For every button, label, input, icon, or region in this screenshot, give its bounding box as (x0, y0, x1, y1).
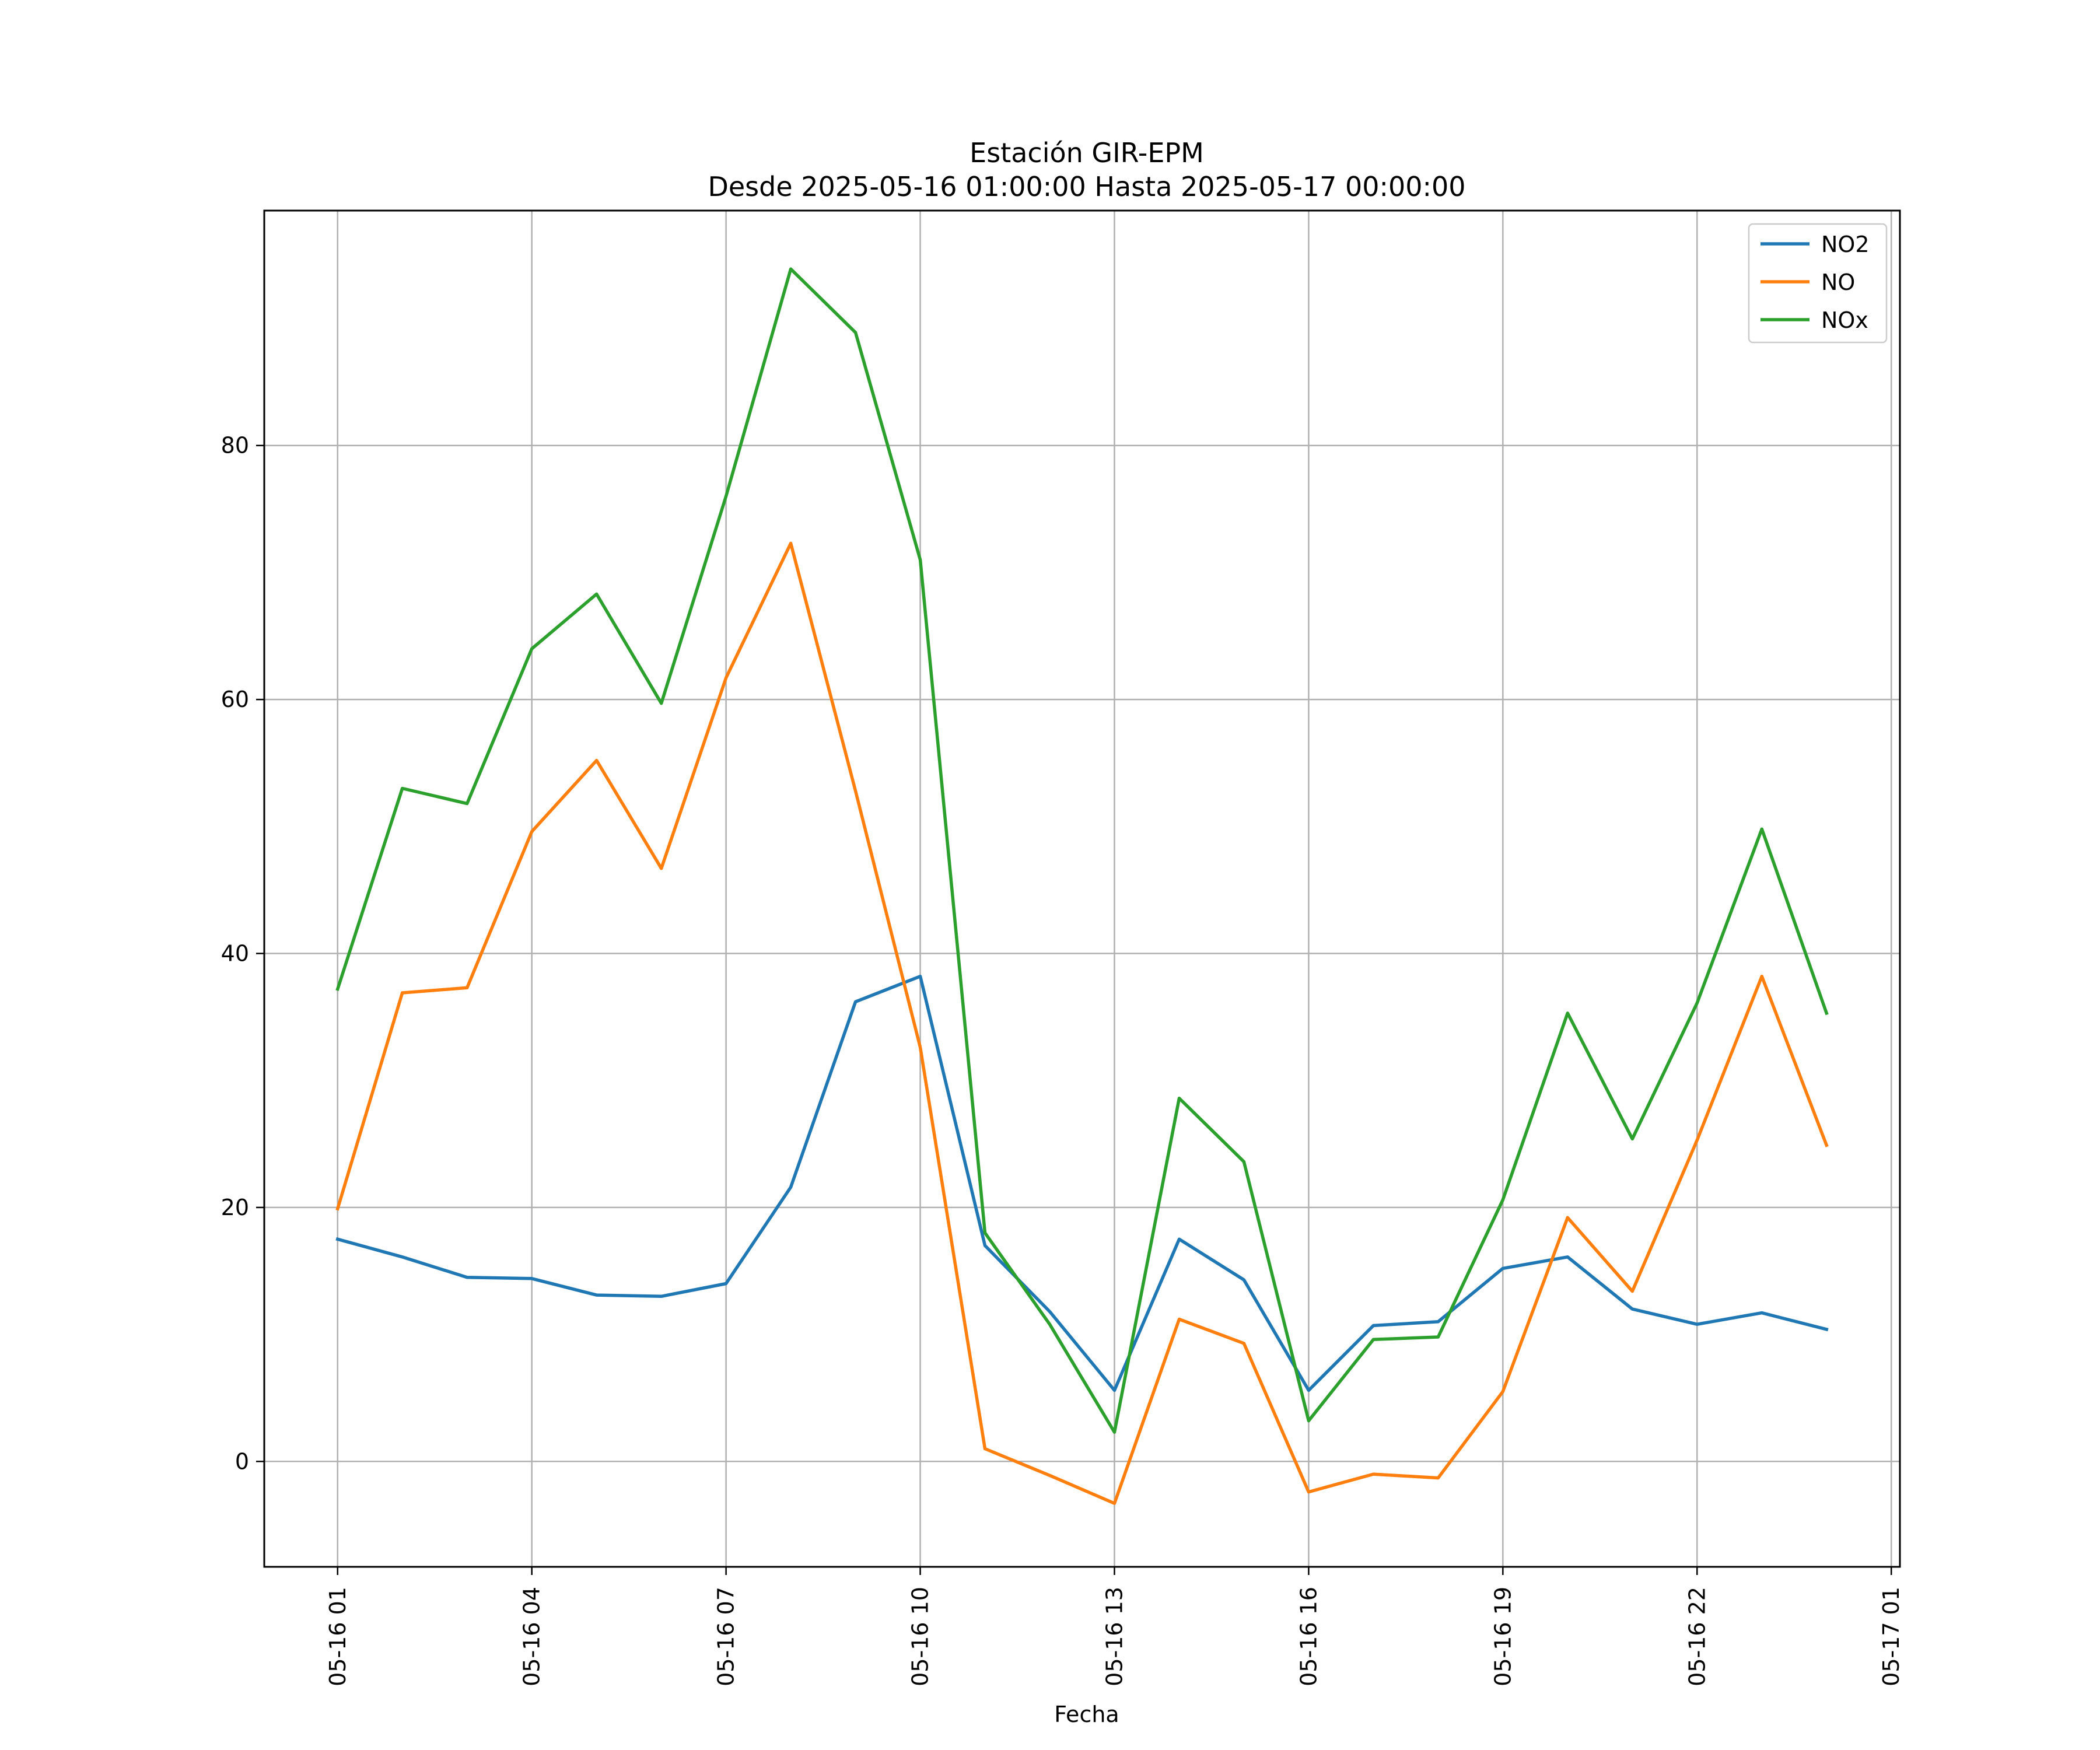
legend-label-no2: NO2 (1821, 232, 1870, 257)
x-tick-label: 05-17 01 (1878, 1587, 1904, 1686)
y-tick-label: 80 (221, 433, 249, 459)
plot-frame (263, 209, 1901, 1568)
grid (264, 211, 1900, 1567)
chart-title: Estación GIR-EPM (970, 137, 1204, 169)
x-tick-label: 05-16 01 (325, 1587, 351, 1686)
legend-label-nox: NOx (1821, 307, 1868, 333)
x-tick-label: 05-16 04 (519, 1587, 545, 1686)
series-line-no (335, 541, 1829, 1505)
x-axis: 05-16 01 05-16 04 05-16 07 05-16 10 05-16 13… (325, 1567, 1904, 1686)
y-tick-label: 20 (221, 1195, 249, 1220)
y-tick-label: 60 (221, 687, 249, 712)
series-line-no2 (335, 974, 1829, 1392)
legend: NO2 NO NOx (1748, 223, 1888, 344)
x-axis-label: Fecha (1054, 1702, 1119, 1727)
y-tick-label: 0 (235, 1448, 249, 1474)
x-tick-label: 05-16 19 (1490, 1587, 1516, 1686)
x-tick-label: 05-16 16 (1296, 1587, 1321, 1686)
x-tick-label: 05-16 13 (1101, 1587, 1127, 1686)
x-tick-label: 05-16 07 (713, 1587, 739, 1686)
series-line-nox (335, 267, 1829, 1434)
x-tick-label: 05-16 10 (908, 1587, 933, 1686)
y-tick-label: 40 (221, 941, 249, 967)
y-axis: 0 20 40 60 80 (221, 433, 264, 1474)
x-tick-label: 05-16 22 (1684, 1587, 1710, 1686)
chart-subtitle: Desde 2025-05-16 01:00:00 Hasta 2025-05-… (708, 171, 1465, 202)
series-layer (335, 267, 1829, 1505)
legend-label-no: NO (1821, 270, 1855, 295)
legend-box (1748, 223, 1888, 344)
